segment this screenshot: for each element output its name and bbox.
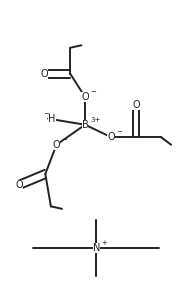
Text: −: − [43, 111, 49, 117]
Text: B: B [82, 120, 88, 130]
Text: +: + [101, 240, 107, 246]
Text: 3+: 3+ [90, 117, 101, 123]
Text: O: O [53, 140, 60, 150]
Text: N: N [92, 243, 100, 253]
Text: O: O [132, 100, 140, 110]
Text: O: O [41, 69, 48, 79]
Text: −: − [62, 137, 68, 143]
Text: −: − [116, 129, 122, 136]
Text: −: − [90, 89, 96, 95]
Text: O: O [16, 180, 23, 190]
Text: O: O [107, 132, 115, 142]
Text: O: O [81, 92, 89, 102]
Text: H: H [48, 114, 56, 124]
